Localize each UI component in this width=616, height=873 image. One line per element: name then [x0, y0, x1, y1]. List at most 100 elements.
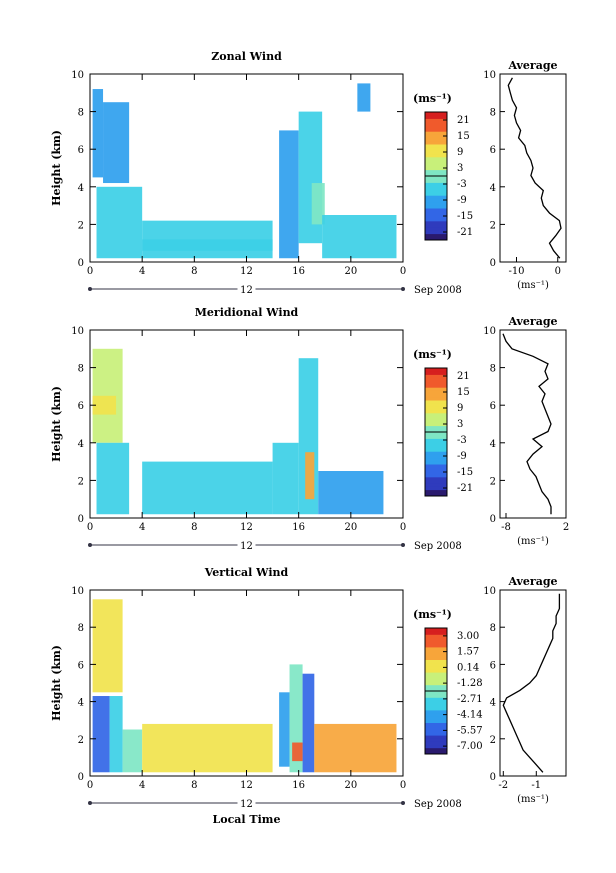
colorbar-tick-label: 0.14: [457, 662, 479, 673]
y-tick-label: 4: [78, 698, 84, 709]
x-tick-label: 16: [292, 522, 305, 533]
colorbar-cell: [425, 380, 447, 385]
heatmap-cell: [92, 89, 104, 178]
x-tick-label: 0: [87, 780, 93, 791]
average-title: Average: [507, 59, 557, 72]
y-tick-label: 2: [78, 220, 84, 231]
colorbar-cell: [425, 489, 447, 494]
colorbar-cell: [425, 188, 447, 193]
colorbar-tick-label: -9: [457, 195, 467, 206]
average-y-tick-label: 0: [490, 772, 496, 783]
colorbar-cell: [425, 169, 447, 174]
average-profile-line: [502, 593, 561, 773]
colorbar-cell: [425, 722, 447, 727]
x-tick-label: 0: [87, 266, 93, 277]
heatmap-cell: [92, 696, 110, 773]
average-x-tick-label: -8: [501, 522, 511, 533]
heatmap-cell: [322, 215, 397, 259]
heatmap-cell: [122, 729, 143, 773]
colorbar-cell: [425, 384, 447, 388]
average-profile-line: [502, 333, 552, 515]
average-y-tick-label: 8: [490, 623, 496, 634]
panel-title: Zonal Wind: [211, 50, 282, 63]
day-line-cap: [401, 801, 405, 805]
average-y-tick-label: 10: [483, 70, 496, 81]
average-y-tick-label: 4: [490, 439, 496, 450]
heatmap-cell: [92, 395, 117, 415]
colorbar-tick-label: -1.28: [457, 678, 483, 689]
average-frame: [499, 329, 567, 519]
colorbar-cell: [425, 473, 447, 478]
average-x-tick-label: -1: [531, 780, 541, 791]
colorbar-cell: [425, 204, 447, 209]
colorbar-cell: [425, 719, 447, 723]
average-y-tick-label: 10: [483, 586, 496, 597]
y-axis-label: Height (km): [50, 386, 63, 462]
y-tick-label: 0: [78, 772, 84, 783]
colorbar-cell: [425, 697, 447, 701]
day-label-bg: [237, 797, 256, 808]
day-line-cap: [88, 801, 92, 805]
colorbar-cell: [425, 163, 447, 167]
colorbar-cell: [425, 659, 447, 664]
y-tick-label: 6: [78, 660, 84, 671]
average-title: Average: [507, 575, 557, 588]
colorbar-cell: [425, 208, 447, 212]
colorbar-cell: [425, 432, 447, 436]
day-label-bg: [237, 539, 256, 550]
colorbar-cell: [425, 476, 447, 481]
colorbar-cell: [425, 700, 447, 705]
colorbar-tick-label: -3: [457, 435, 467, 446]
colorbar-cell: [425, 198, 447, 203]
colorbar-cell: [425, 460, 447, 465]
colorbar-cell: [425, 214, 447, 219]
colorbar-cell: [425, 400, 447, 404]
colorbar-cell: [425, 406, 447, 411]
colorbar-cell: [425, 709, 447, 714]
panel-title: Meridional Wind: [195, 306, 299, 319]
average-y-tick-label: 2: [490, 735, 496, 746]
colorbar-cell: [425, 140, 447, 145]
y-tick-label: 8: [78, 108, 84, 119]
average-y-tick-label: 4: [490, 183, 496, 194]
colorbar-unit: (ms⁻¹): [413, 348, 452, 361]
colorbar-cell: [425, 470, 447, 475]
colorbar-cell: [425, 665, 447, 670]
colorbar-cell: [425, 631, 447, 635]
y-tick-label: 10: [71, 326, 84, 337]
colorbar-cell: [425, 646, 447, 651]
y-tick-label: 10: [71, 70, 84, 81]
x-tick-label: 0: [400, 266, 406, 277]
colorbar-cell: [425, 467, 447, 471]
average-title: Average: [507, 315, 557, 328]
colorbar-cell: [425, 716, 447, 720]
heatmap-cell: [302, 673, 315, 773]
colorbar-cell: [425, 422, 447, 427]
colorbar-cell: [425, 444, 447, 449]
x-tick-label: 0: [400, 780, 406, 791]
colorbar-cell: [425, 412, 447, 417]
heatmap-cell: [142, 723, 273, 773]
average-y-tick-label: 6: [490, 660, 496, 671]
colorbar-cell: [425, 428, 447, 433]
colorbar-cell: [425, 741, 447, 746]
x-tick-label: 12: [240, 522, 253, 533]
colorbar-cell: [425, 492, 447, 497]
average-y-tick-label: 4: [490, 698, 496, 709]
day-line-cap: [401, 543, 405, 547]
average-x-label: (ms⁻¹): [517, 536, 549, 547]
colorbar-cell: [425, 211, 447, 215]
heatmap-cell: [142, 461, 273, 515]
y-tick-label: 0: [78, 514, 84, 525]
colorbar-tick-label: -15: [457, 211, 473, 222]
colorbar-cell: [425, 694, 447, 698]
day-line-cap: [401, 287, 405, 291]
colorbar-cell: [425, 668, 447, 673]
x-tick-label: 8: [191, 522, 197, 533]
colorbar-tick-label: 3: [457, 163, 463, 174]
colorbar-cell: [425, 634, 447, 638]
colorbar-tick-label: 1.57: [457, 647, 479, 658]
average-x-tick-label: -10: [508, 266, 524, 277]
y-tick-label: 2: [78, 735, 84, 746]
